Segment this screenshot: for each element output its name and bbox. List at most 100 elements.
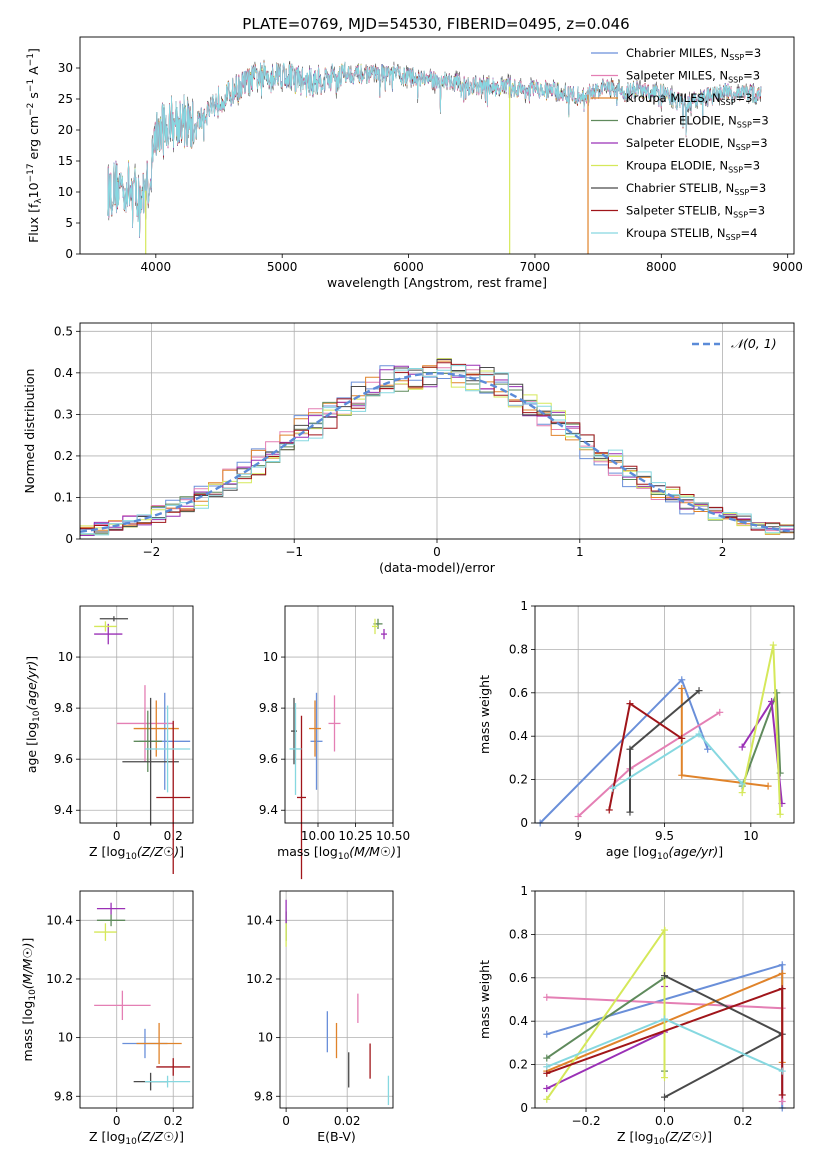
x-tick-label: −2 (143, 545, 161, 559)
y-axis-label: Flux [fλ10−17 erg cm−2 s−1 A−1] (26, 48, 44, 243)
weight-line-salpeter-stelib (608, 701, 683, 811)
y-tick-label: 10.4 (46, 913, 73, 927)
weight-line-kroupa-elodie (545, 926, 666, 1100)
x-tick-label: −1 (285, 545, 303, 559)
axes-frame (79, 36, 795, 255)
error-bars (285, 899, 390, 1106)
x-axis-label: mass [log10(M/M☉)] (277, 844, 401, 862)
y-tick-label: 15 (58, 154, 73, 168)
x-tick-label: 9 (574, 829, 582, 843)
x-tick-label: 0 (113, 829, 121, 843)
y-tick-label: 0 (65, 532, 73, 546)
ticks: −0.2 0.0 0.2 0 0.2 0.4 0.6 0.8 1 (509, 884, 753, 1128)
legend-label: Kroupa STELIB, NSSP=4 (626, 226, 757, 242)
x-tick-label: 10.00 (301, 829, 335, 843)
x-axis-label: Z [log10(Z/Z☉)] (89, 1129, 184, 1147)
y-tick-label: 0 (520, 816, 528, 830)
y-tick-label: 1 (520, 599, 528, 613)
y-tick-label: 9.6 (54, 752, 73, 766)
y-tick-label: 10.4 (246, 913, 273, 927)
x-tick-label: −0.2 (571, 1114, 600, 1128)
weight-lines (543, 926, 786, 1112)
x-tick-label: 5000 (267, 260, 298, 274)
weight-vs-age-panel: 9 9.5 10 0 0.2 0.4 0.6 0.8 1 age [log10(age/yr)] m… (477, 599, 795, 862)
histogram-salpeter-stelib (80, 362, 794, 531)
y-tick-label: 30 (58, 61, 73, 75)
y-tick-label: 0.3 (54, 407, 73, 421)
legend-label: Chabrier ELODIE, NSSP=3 (626, 114, 769, 130)
x-tick-label: 10 (743, 829, 758, 843)
y-axis-label: age [log10(age/yr)] (24, 656, 42, 773)
y-tick-label: 10 (58, 1031, 73, 1045)
y-tick-label: 0.2 (509, 773, 528, 787)
y-tick-label: 0.4 (509, 729, 528, 743)
y-tick-label: 25 (58, 92, 73, 106)
y-tick-label: 9.8 (254, 1089, 273, 1103)
spectrum-lines (107, 59, 762, 254)
grid-lines (80, 606, 193, 823)
ticks: 0 0.2 9.8 10 10.2 10.4 (46, 913, 182, 1128)
x-tick-label: 2 (719, 545, 727, 559)
weight-vs-metallicity-panel: −0.2 0.0 0.2 0 0.2 0.4 0.6 0.8 1 Z [log10(Z/Z☉)] m… (477, 884, 795, 1147)
y-tick-label: 0.1 (54, 490, 73, 504)
x-axis-label: (data-model)/error (379, 560, 496, 575)
y-axis-label: mass [log10(M/M☉)] (20, 938, 38, 1062)
y-tick-label: 0.8 (509, 642, 528, 656)
axes-frame (284, 605, 394, 824)
grid-lines (80, 891, 193, 1108)
ticks: 4000 5000 6000 7000 8000 9000 0 5 10 15 20 25 30 (58, 61, 803, 274)
spectrum-kroupa-stelib (107, 61, 762, 237)
x-tick-label: 0.2 (164, 1114, 183, 1128)
legend-label: Salpeter MILES, NSSP=3 (626, 69, 760, 85)
y-tick-label: 1 (520, 884, 528, 898)
x-tick-label: 7000 (520, 260, 551, 274)
legend-label: Salpeter STELIB, NSSP=3 (626, 204, 765, 220)
legend-label: Kroupa ELODIE, NSSP=3 (626, 159, 760, 175)
error-bars (289, 618, 387, 880)
grid-lines (280, 891, 393, 1108)
normal-curve (79, 372, 795, 533)
axes-frame (79, 605, 194, 824)
y-tick-label: 9.8 (54, 701, 73, 715)
weight-lines (536, 641, 786, 827)
y-tick-label: 0.8 (509, 927, 528, 941)
y-tick-label: 10 (58, 185, 73, 199)
x-tick-label: 0 (282, 1114, 290, 1128)
legend-label: Chabrier STELIB, NSSP=3 (626, 181, 766, 197)
x-tick-label: 9000 (772, 260, 803, 274)
y-tick-label: 9.8 (259, 701, 278, 715)
x-tick-label: 8000 (646, 260, 677, 274)
y-tick-label: 9.8 (54, 1089, 73, 1103)
y-tick-label: 20 (58, 123, 73, 137)
mass-vs-metallicity-panel: 0 0.2 9.8 10 10.2 10.4 Z [log10(Z/Z☉)] mass [lo… (20, 890, 194, 1147)
residuals-panel: −2 −1 0 1 2 0 0.1 0.2 0.3 0.4 0.5 (data-model)/erro… (22, 322, 795, 575)
x-axis-label: E(B-V) (317, 1129, 356, 1144)
legend: Chabrier MILES, NSSP=3 Salpeter MILES, NS… (591, 46, 769, 242)
legend: 𝒩(0, 1) (692, 336, 777, 351)
mass-vs-extinction-panel: 0 0.02 9.8 10 10.2 10.4 E(B-V) (246, 890, 394, 1144)
grid-lines (535, 605, 794, 824)
spectrum-panel: 4000 5000 6000 7000 8000 9000 0 5 10 15 20 25 30 wave… (26, 36, 803, 290)
y-tick-label: 0.4 (54, 366, 73, 380)
age-vs-mass-panel: 10.00 10.25 10.50 9.4 9.6 9.8 10 mass [log10(M/… (259, 605, 410, 880)
y-axis-label: Normed distribution (22, 369, 37, 494)
y-tick-label: 0.2 (54, 449, 73, 463)
axes-frame (534, 605, 795, 824)
figure-title: PLATE=0769, MJD=54530, FIBERID=0495, z=0… (242, 15, 629, 33)
y-tick-label: 10.2 (246, 972, 273, 986)
y-tick-label: 0.6 (509, 686, 528, 700)
x-tick-label: 0 (433, 545, 441, 559)
y-tick-label: 0.5 (54, 324, 73, 338)
y-tick-label: 10 (263, 650, 278, 664)
y-tick-label: 10 (258, 1031, 273, 1045)
axes-frame (534, 890, 795, 1109)
axes-frame (279, 890, 394, 1109)
y-tick-label: 10 (58, 650, 73, 664)
legend-label: Kroupa MILES, NSSP=3 (626, 91, 752, 107)
x-tick-label: 0.0 (655, 1114, 674, 1128)
legend-label: Chabrier MILES, NSSP=3 (626, 46, 761, 62)
y-tick-label: 5 (65, 216, 73, 230)
y-tick-label: 9.4 (54, 803, 73, 817)
